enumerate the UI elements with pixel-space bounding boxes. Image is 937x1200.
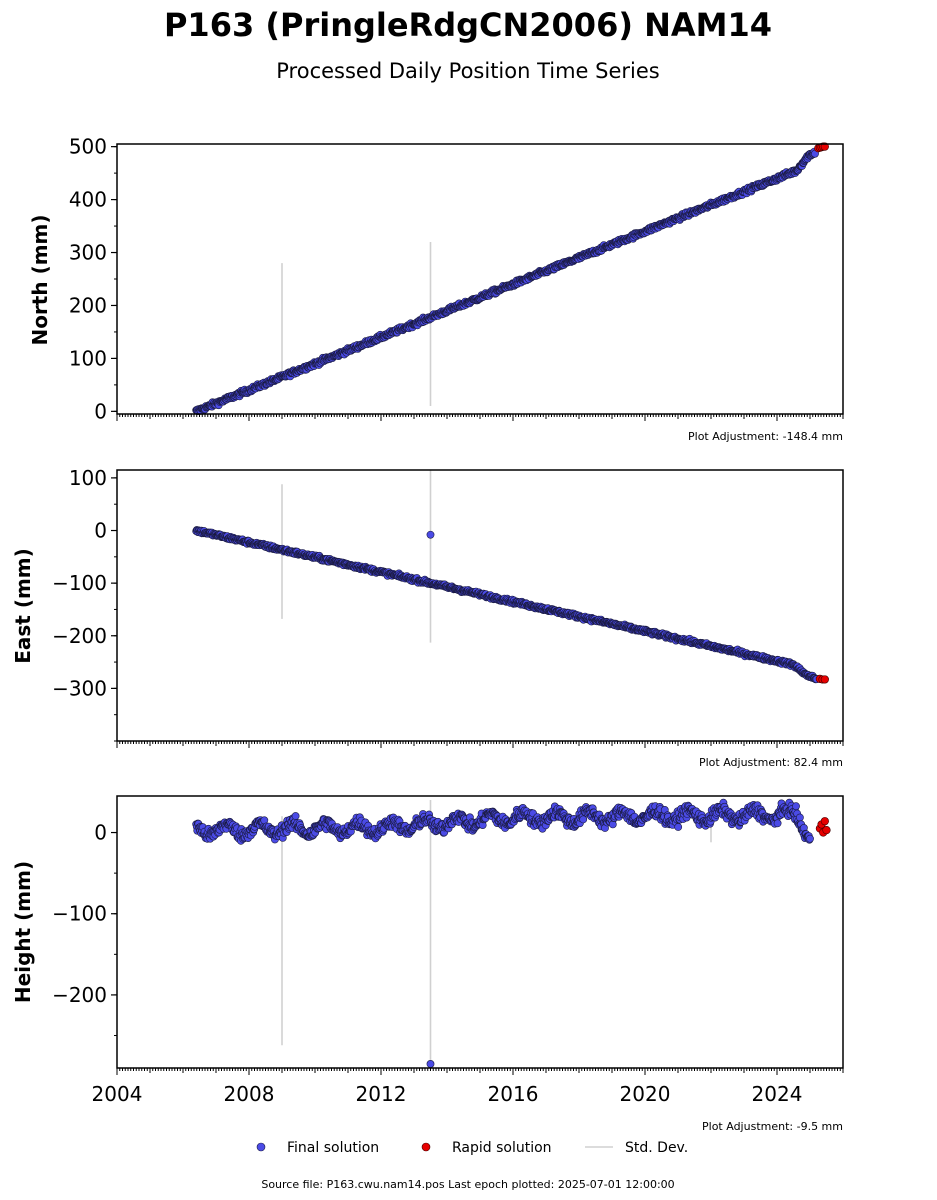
legend-final-label: Final solution <box>287 1140 379 1156</box>
final-solution-points <box>192 147 819 415</box>
x-tick-label: 2004 <box>92 1082 143 1106</box>
y-tick-label: −300 <box>52 676 107 700</box>
legend: Final solution Rapid solution Std. Dev. <box>256 1140 688 1156</box>
final-solution-point <box>796 813 804 822</box>
y-tick-label: 100 <box>69 346 107 370</box>
rapid-solution-point <box>820 675 829 684</box>
height-ylabel: Height (mm) <box>11 861 35 1003</box>
x-tick-label: 2020 <box>620 1082 671 1106</box>
axes-frame <box>116 143 844 415</box>
outlier-point <box>426 530 435 539</box>
axes-frame <box>116 795 844 1069</box>
north-ylabel: North (mm) <box>28 214 52 345</box>
y-tick-label: 400 <box>69 188 107 212</box>
final-solution-points <box>192 526 821 684</box>
y-tick-label: −200 <box>52 624 107 648</box>
north-plot-adjustment: Plot Adjustment: -148.4 mm <box>688 430 843 443</box>
height-plot-adjustment: Plot Adjustment: -9.5 mm <box>702 1120 843 1133</box>
legend-final-marker <box>256 1142 266 1152</box>
y-tick-label: 0 <box>94 399 107 423</box>
x-tick-label: 2008 <box>224 1082 275 1106</box>
y-tick-label: −100 <box>52 902 107 926</box>
chart-subtitle: Processed Daily Position Time Series <box>276 59 660 83</box>
y-tick-label: 500 <box>69 135 107 159</box>
y-tick-label: −100 <box>52 571 107 595</box>
legend-rapid-marker <box>421 1142 431 1152</box>
final-solution-point <box>773 819 782 828</box>
outlier-point <box>426 1060 435 1068</box>
final-solution-point <box>579 815 588 824</box>
chart-title: P163 (PringleRdgCN2006) NAM14 <box>164 6 772 44</box>
final-solution-point <box>608 820 617 829</box>
height-panel: Height (mm) Plot Adjustment: -9.5 mm 0 −1… <box>11 795 844 1133</box>
final-solution-point <box>806 834 814 843</box>
y-tick-label: −200 <box>52 983 107 1007</box>
rapid-solution-point <box>822 826 831 835</box>
final-solution-point <box>674 823 683 831</box>
source-file-note: Source file: P163.cwu.nam14.pos Last epo… <box>261 1178 674 1191</box>
final-solution-point <box>792 802 800 811</box>
east-plot-adjustment: Plot Adjustment: 82.4 mm <box>699 756 843 769</box>
x-tick-label: 2012 <box>356 1082 407 1106</box>
y-tick-label: 100 <box>69 466 107 490</box>
y-tick-label: 300 <box>69 241 107 265</box>
axes-frame <box>116 469 844 742</box>
final-solution-points <box>192 798 814 845</box>
y-tick-label: 0 <box>94 519 107 543</box>
final-solution-point <box>291 812 300 820</box>
x-tick-label: 2024 <box>752 1082 803 1106</box>
y-tick-label: 200 <box>69 293 107 317</box>
legend-rapid-label: Rapid solution <box>452 1140 552 1156</box>
rapid-solution-point <box>820 817 829 826</box>
north-panel: North (mm) Plot Adjustment: -148.4 mm 0 1… <box>28 135 844 443</box>
east-panel: East (mm) Plot Adjustment: 82.4 mm 100 0 −… <box>11 466 844 769</box>
legend-stddev-label: Std. Dev. <box>625 1140 688 1156</box>
y-tick-label: 0 <box>94 821 107 845</box>
x-tick-label: 2016 <box>488 1082 539 1106</box>
east-ylabel: East (mm) <box>11 548 35 664</box>
